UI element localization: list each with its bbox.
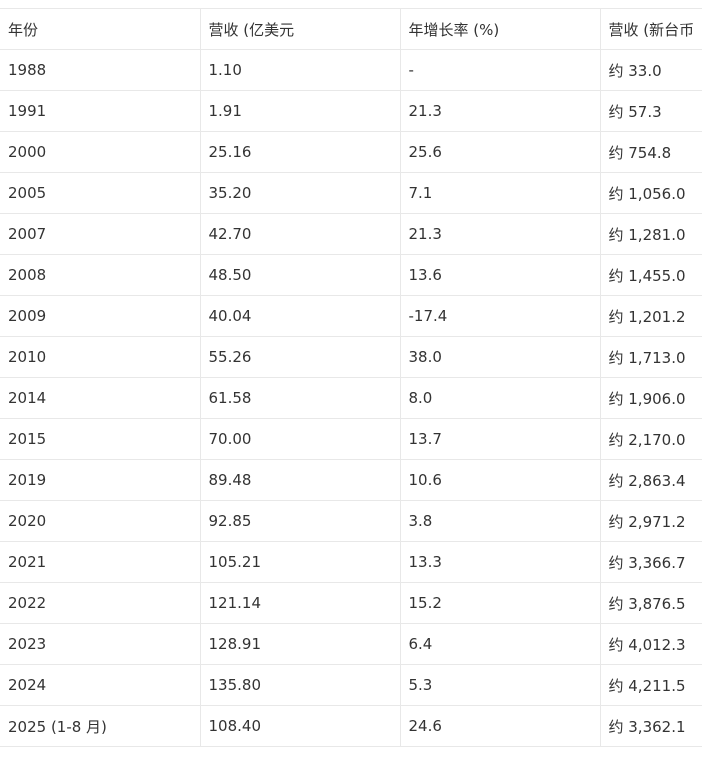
table-row: 2021 105.21 13.3 约 3,366.7 xyxy=(0,541,702,583)
table-body: 1988 1.10- 约 33.0 1991 1.91 21.3 约 57.3 2000 25.… xyxy=(0,49,702,747)
cell-revenue-twd: 约 33.0 xyxy=(600,49,702,91)
table-row: 2008 48.50 13.6 约 1,455.0 xyxy=(0,254,702,296)
cell-revenue-twd: 约 1,281.0 xyxy=(600,213,702,255)
cell-revenue-twd: 约 754.8 xyxy=(600,131,702,173)
table-row: 1988 1.10- 约 33.0 xyxy=(0,49,702,91)
table-row: 2010 55.26 38.0 约 1,713.0 xyxy=(0,336,702,378)
cell-revenue-twd: 约 2,971.2 xyxy=(600,500,702,542)
cell-year: 2000 xyxy=(0,131,201,173)
cell-revenue-twd: 约 2,170.0 xyxy=(600,418,702,460)
cell-revenue-usd: 40.04 xyxy=(200,295,401,337)
cell-revenue-usd: 108.40 xyxy=(200,705,401,747)
cell-revenue-twd: 约 1,906.0 xyxy=(600,377,702,419)
cell-revenue-usd: 92.85 xyxy=(200,500,401,542)
cell-revenue-usd: 35.20 xyxy=(200,172,401,214)
cell-growth-rate: 38.0 xyxy=(400,336,601,378)
cell-growth-rate: 21.3 xyxy=(400,213,601,255)
table-row: 2025 (1-8 月) 108.40 24.6 约 3,362.1 xyxy=(0,705,702,747)
table-row: 2020 92.85 3.8 约 2,971.2 xyxy=(0,500,702,542)
table-row: 2024 135.80 5.3 约 4,211.5 xyxy=(0,664,702,706)
cell-year: 2025 (1-8 月) xyxy=(0,705,201,747)
cell-year: 2008 xyxy=(0,254,201,296)
table-row: 2000 25.16 25.6 约 754.8 xyxy=(0,131,702,173)
cell-revenue-twd: 约 1,713.0 xyxy=(600,336,702,378)
cell-year: 1991 xyxy=(0,90,201,132)
cell-year: 2021 xyxy=(0,541,201,583)
cell-revenue-usd: 105.21 xyxy=(200,541,401,583)
header-year: 年份 xyxy=(0,8,201,50)
cell-year: 2010 xyxy=(0,336,201,378)
cell-year: 2005 xyxy=(0,172,201,214)
cell-growth-rate: 15.2 xyxy=(400,582,601,624)
cell-revenue-twd: 约 1,056.0 xyxy=(600,172,702,214)
cell-growth-rate: 24.6 xyxy=(400,705,601,747)
cell-year: 2020 xyxy=(0,500,201,542)
cell-growth-rate: 25.6 xyxy=(400,131,601,173)
cell-revenue-usd: 128.91 xyxy=(200,623,401,665)
cell-year: 2007 xyxy=(0,213,201,255)
cell-year: 2023 xyxy=(0,623,201,665)
table-row: 2007 42.70 21.3 约 1,281.0 xyxy=(0,213,702,255)
cell-revenue-twd: 约 57.3 xyxy=(600,90,702,132)
table-row: 2014 61.58 8.0 约 1,906.0 xyxy=(0,377,702,419)
cell-revenue-usd: 121.14 xyxy=(200,582,401,624)
cell-year: 2019 xyxy=(0,459,201,501)
cell-revenue-usd: 70.00 xyxy=(200,418,401,460)
cell-revenue-usd: 42.70 xyxy=(200,213,401,255)
header-growth-rate: 年增长率 (%) xyxy=(400,8,601,50)
cell-revenue-twd: 约 1,201.2 xyxy=(600,295,702,337)
cell-revenue-usd: 25.16 xyxy=(200,131,401,173)
cell-year: 2022 xyxy=(0,582,201,624)
table-row: 2009 40.04 -17.4 约 1,201.2 xyxy=(0,295,702,337)
cell-growth-rate: 3.8 xyxy=(400,500,601,542)
cell-revenue-twd: 约 3,362.1 xyxy=(600,705,702,747)
cell-revenue-twd: 约 2,863.4 xyxy=(600,459,702,501)
cell-revenue-usd: 55.26 xyxy=(200,336,401,378)
cell-year: 2014 xyxy=(0,377,201,419)
cell-revenue-usd: 135.80 xyxy=(200,664,401,706)
cell-year: 2009 xyxy=(0,295,201,337)
cell-growth-rate: 6.4 xyxy=(400,623,601,665)
cell-year: 1988 xyxy=(0,49,201,91)
cell-revenue-usd: 61.58 xyxy=(200,377,401,419)
cell-revenue-twd: 约 4,012.3 xyxy=(600,623,702,665)
cell-growth-rate: -17.4 xyxy=(400,295,601,337)
cell-growth-rate: 5.3 xyxy=(400,664,601,706)
cell-revenue-usd: 89.48 xyxy=(200,459,401,501)
revenue-table: 年份 营收 (亿美元 年增长率 (%) 营收 (新台币 1988 1.10- 约 3… xyxy=(0,8,702,747)
cell-growth-rate: 7.1 xyxy=(400,172,601,214)
cell-revenue-twd: 约 3,366.7 xyxy=(600,541,702,583)
table-row: 1991 1.91 21.3 约 57.3 xyxy=(0,90,702,132)
revenue-table-container: 年份 营收 (亿美元 年增长率 (%) 营收 (新台币 1988 1.10- 约 3… xyxy=(0,8,702,747)
table-row: 2019 89.48 10.6 约 2,863.4 xyxy=(0,459,702,501)
cell-growth-rate: 8.0 xyxy=(400,377,601,419)
cell-revenue-usd: 1.91 xyxy=(200,90,401,132)
table-row: 2023 128.91 6.4 约 4,012.3 xyxy=(0,623,702,665)
cell-year: 2024 xyxy=(0,664,201,706)
table-header-row: 年份 营收 (亿美元 年增长率 (%) 营收 (新台币 xyxy=(0,8,702,50)
cell-growth-rate: 13.6 xyxy=(400,254,601,296)
cell-growth-rate: 21.3 xyxy=(400,90,601,132)
cell-revenue-usd: 48.50 xyxy=(200,254,401,296)
cell-revenue-usd: 1.10 xyxy=(200,49,401,91)
cell-revenue-twd: 约 4,211.5 xyxy=(600,664,702,706)
cell-year: 2015 xyxy=(0,418,201,460)
header-revenue-usd: 营收 (亿美元 xyxy=(200,8,401,50)
cell-revenue-twd: 约 3,876.5 xyxy=(600,582,702,624)
cell-growth-rate: 13.3 xyxy=(400,541,601,583)
header-revenue-twd: 营收 (新台币 xyxy=(600,8,702,50)
table-row: 2022 121.14 15.2 约 3,876.5 xyxy=(0,582,702,624)
cell-revenue-twd: 约 1,455.0 xyxy=(600,254,702,296)
cell-growth-rate: 13.7 xyxy=(400,418,601,460)
cell-growth-rate: 10.6 xyxy=(400,459,601,501)
table-row: 2015 70.00 13.7 约 2,170.0 xyxy=(0,418,702,460)
cell-growth-rate: - xyxy=(400,49,601,91)
table-row: 2005 35.20 7.1 约 1,056.0 xyxy=(0,172,702,214)
